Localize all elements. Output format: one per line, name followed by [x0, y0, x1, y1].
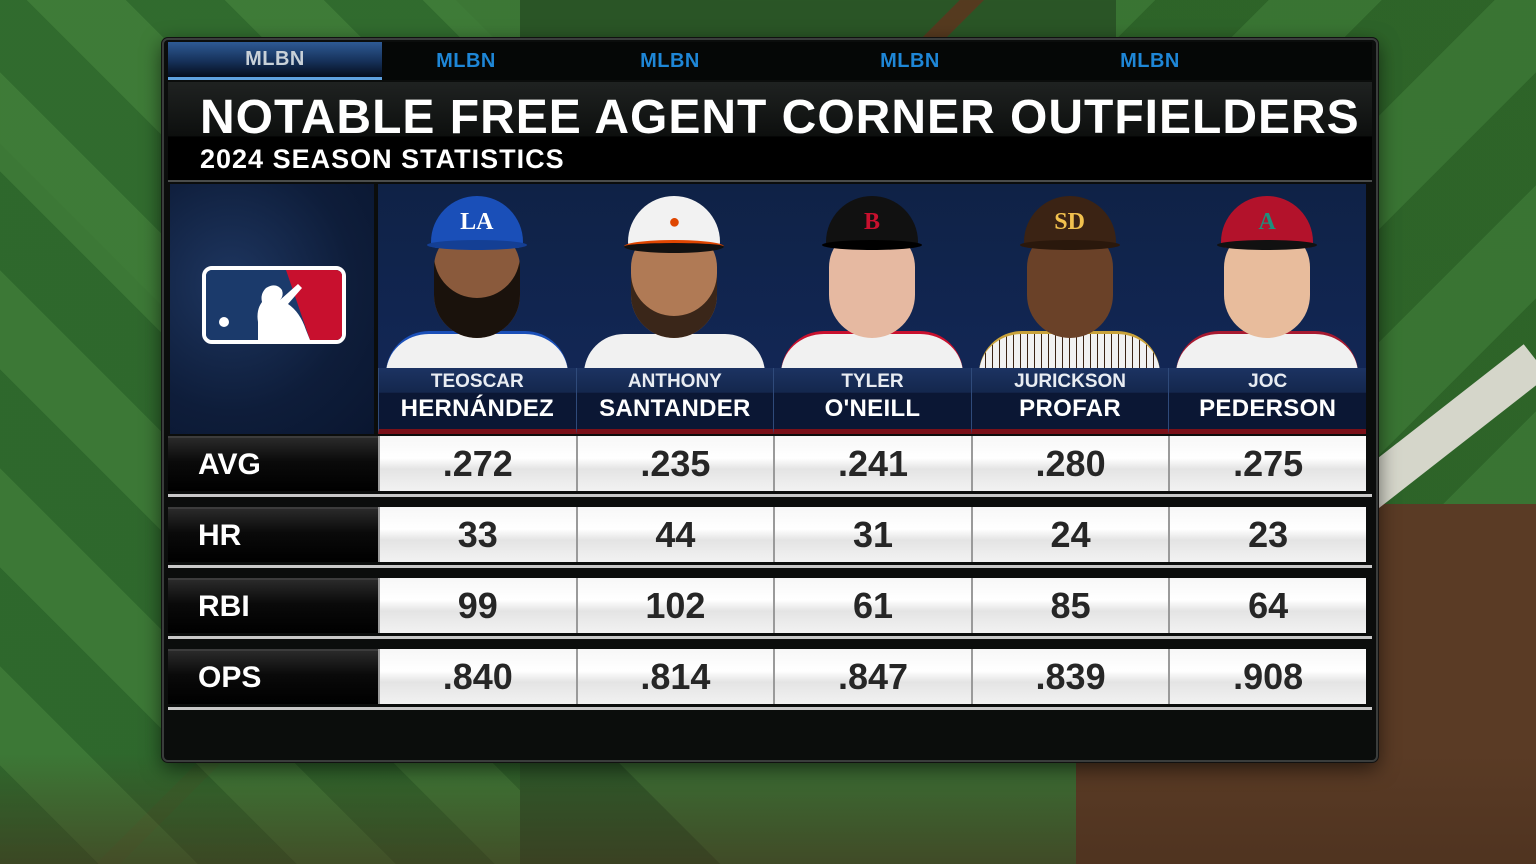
stat-cell: .235 — [575, 436, 774, 491]
player-first-name: ANTHONY — [627, 371, 722, 392]
stat-label: OPS — [168, 649, 378, 704]
player-nameplate: TEOSCAR HERNÁNDEZ — [378, 368, 576, 434]
player-last-name: HERNÁNDEZ — [400, 395, 554, 422]
stat-cell: 99 — [378, 578, 576, 633]
player-nameplate: TYLER O'NEILL — [773, 368, 971, 434]
stat-cell: 31 — [773, 507, 971, 562]
stat-cell: .908 — [1168, 649, 1366, 704]
player-last-name: O'NEILL — [824, 395, 921, 422]
stat-cell: 44 — [575, 507, 774, 562]
page-title: NOTABLE FREE AGENT CORNER OUTFIELDERS — [200, 91, 1360, 144]
player-nameplate: JURICKSON PROFAR — [970, 368, 1169, 434]
player-first-name: JURICKSON — [1014, 371, 1127, 392]
cap-brim — [1217, 240, 1318, 250]
cap-brim — [426, 240, 527, 250]
stat-cell: .847 — [773, 649, 971, 704]
dirt-strip — [0, 754, 1536, 864]
stats-graphic-panel: MLBN MLBN MLBN MLBN MLBN NOTABLE FREE AG… — [162, 38, 1378, 762]
player-card: SD JURICKSON PROFAR — [970, 184, 1169, 434]
player-last-name: SANTANDER — [599, 395, 751, 422]
stat-cell: 24 — [970, 507, 1169, 562]
player-first-name: TEOSCAR — [430, 371, 524, 392]
stat-row-ops: OPS .840 .814 .847 .839 .908 — [168, 649, 1372, 710]
jersey — [583, 334, 766, 368]
stat-cell: .814 — [575, 649, 774, 704]
cap-brim — [1019, 240, 1120, 250]
stat-cell: .280 — [970, 436, 1169, 491]
player-first-name: JOC — [1248, 371, 1288, 392]
stat-row-rbi: RBI 99 102 61 85 64 — [168, 578, 1372, 639]
stat-label: HR — [168, 507, 378, 562]
player-photo: LA — [378, 184, 576, 368]
stat-label: AVG — [168, 436, 378, 491]
network-tab: MLBN — [1120, 49, 1180, 72]
league-logo-box — [170, 184, 374, 434]
player-photo: A — [1168, 184, 1366, 368]
stats-table: AVG .272 .235 .241 .280 .275 HR 33 44 31… — [168, 436, 1372, 720]
player-card: LA TEOSCAR HERNÁNDEZ — [378, 184, 576, 434]
title-banner: NOTABLE FREE AGENT CORNER OUTFIELDERS 20… — [168, 82, 1372, 182]
player-photo: SD — [971, 184, 1169, 368]
stat-cell: 23 — [1168, 507, 1366, 562]
network-tab: MLBN — [880, 49, 940, 72]
stat-cell: .840 — [378, 649, 576, 704]
network-tab: MLBN — [640, 49, 700, 72]
stat-cell: .241 — [773, 436, 971, 491]
stat-cell: 64 — [1168, 578, 1366, 633]
player-nameplate: JOC PEDERSON — [1168, 368, 1366, 434]
network-tab: MLBN — [436, 49, 496, 72]
network-tab-active: MLBN — [168, 42, 382, 80]
stat-label: RBI — [168, 578, 378, 633]
stat-cell: .275 — [1168, 436, 1366, 491]
stat-cell: .839 — [970, 649, 1169, 704]
player-photo: ● — [576, 184, 774, 368]
stat-cell: .272 — [378, 436, 576, 491]
stat-row-avg: AVG .272 .235 .241 .280 .275 — [168, 436, 1372, 497]
player-card: B TYLER O'NEILL — [773, 184, 971, 434]
stat-row-hr: HR 33 44 31 24 23 — [168, 507, 1372, 568]
network-tab-bar: MLBN MLBN MLBN MLBN MLBN — [168, 42, 1372, 80]
stat-cell: 33 — [378, 507, 576, 562]
stat-cell: 102 — [575, 578, 774, 633]
stat-cell: 61 — [773, 578, 971, 633]
page-subtitle: 2024 SEASON STATISTICS — [200, 144, 565, 174]
player-card: A JOC PEDERSON — [1168, 184, 1366, 434]
player-photo: B — [773, 184, 971, 368]
player-last-name: PROFAR — [1019, 395, 1121, 422]
player-nameplate: ANTHONY SANTANDER — [575, 368, 774, 434]
player-card: ● ANTHONY SANTANDER — [575, 184, 774, 434]
player-first-name: TYLER — [841, 371, 904, 392]
mlb-logo-icon — [202, 266, 346, 344]
player-headshots-row: LA TEOSCAR HERNÁNDEZ ● ANTHONY SANTANDER — [378, 184, 1366, 434]
stat-cell: 85 — [970, 578, 1169, 633]
cap-brim — [821, 240, 922, 250]
player-last-name: PEDERSON — [1199, 395, 1337, 422]
cap-brim — [624, 240, 725, 253]
